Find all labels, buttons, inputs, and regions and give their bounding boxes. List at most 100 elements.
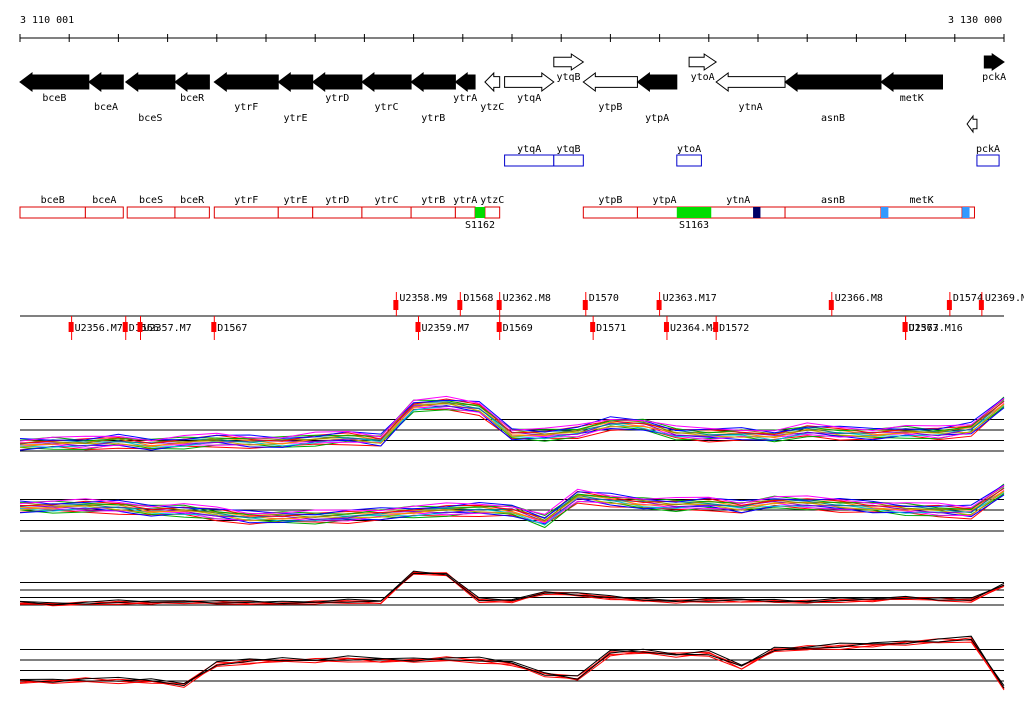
- tu-U2364.M4-label: U2364.M4: [670, 323, 718, 334]
- tu-U2359.M7-marker: [415, 322, 421, 332]
- tu-U2369.M-label: U2369.M: [985, 293, 1024, 304]
- tu-U2357.M7-label: U2357.M7: [143, 323, 191, 334]
- red-box-highlight: [753, 207, 761, 218]
- tu-D1572-label: D1572: [719, 323, 749, 334]
- ruler-start-label: 3 110 001: [20, 15, 74, 26]
- red-box-ytrB: [410, 206, 456, 219]
- red-box-highlight: [676, 207, 712, 218]
- tu-U2367.M16-marker: [902, 322, 908, 332]
- red-box-metK-label: metK: [910, 195, 934, 206]
- tu-D1568-marker: [457, 300, 463, 310]
- gene-ytpB-label: ytpB: [598, 102, 622, 113]
- tu-D1574-label: D1574: [953, 293, 983, 304]
- gene-asnB-arrow: [784, 72, 882, 92]
- red-box-ytrF-label: ytrF: [234, 195, 258, 206]
- red-box-bceA: [84, 206, 124, 219]
- tu-D1569-marker: [496, 322, 502, 332]
- gene-ytpB-arrow: [582, 72, 638, 92]
- gene-metK-label: metK: [900, 93, 924, 104]
- red-box-ytzC: [484, 206, 501, 219]
- red-box-bceB-label: bceB: [41, 195, 65, 206]
- gene-ytrB-arrow: [410, 72, 456, 92]
- gene-ytpA-arrow: [636, 72, 678, 92]
- panel-4-series-line: [19, 638, 1005, 686]
- panel-2-series-line: [19, 484, 1005, 515]
- panel-1-series-line: [19, 395, 1005, 442]
- red-box-ytrB-label: ytrB: [421, 195, 445, 206]
- tu-U2362.M8-marker: [496, 300, 502, 310]
- panel-4-series-line: [19, 635, 1005, 689]
- srna-S1163-label: S1163: [679, 220, 709, 231]
- coordinate-ruler: 3 110 001 3 130 000: [19, 15, 1005, 42]
- gene-ytpA-label: ytpA: [645, 113, 669, 124]
- red-box-ytrA-label: ytrA: [453, 195, 477, 206]
- red-box-ytrA: [454, 206, 476, 219]
- red-box-ytnA-label: ytnA: [726, 195, 750, 206]
- tu-U2363.M17-marker: [656, 300, 662, 310]
- gene-ytrB-label: ytrB: [421, 113, 445, 124]
- gene-metK-arrow: [880, 72, 943, 92]
- red-box-bceS-label: bceS: [139, 195, 163, 206]
- red-box-ytrE: [277, 206, 314, 219]
- tu-D1569-label: D1569: [503, 323, 533, 334]
- gene-bceS-arrow: [124, 72, 176, 92]
- red-box-bceR: [174, 206, 210, 219]
- gene-ytrD-label: ytrD: [325, 93, 349, 104]
- gene-ytrD-arrow: [311, 72, 363, 92]
- red-box-ytpA-label: ytpA: [652, 195, 676, 206]
- red-box-ytrD-label: ytrD: [325, 195, 349, 206]
- tu-U2366.M8-label: U2366.M8: [835, 293, 883, 304]
- tu-D1567-marker: [211, 322, 217, 332]
- gene-ytrC-label: ytrC: [374, 102, 398, 113]
- panel-1-series-line: [19, 397, 1005, 441]
- gene-ytrA-arrow: [454, 71, 476, 93]
- tu-U2359.M7-label: U2359.M7: [421, 323, 469, 334]
- tu-D1570-marker: [582, 300, 588, 310]
- gene-ytoA-arrow: [688, 53, 718, 71]
- tu-D1570-label: D1570: [589, 293, 619, 304]
- gene-pckA-label: pckA: [982, 72, 1006, 83]
- panel-2-series-line: [19, 484, 1005, 519]
- panel-3-series-line: [19, 570, 1005, 605]
- tu-U2363.M17-label: U2363.M17: [663, 293, 717, 304]
- gene-annotation-track: bceB bceA bceS bceR ytrF ytrE ytrD ytrC ytrB ytrA…: [19, 53, 1006, 134]
- red-box-ytrE-label: ytrE: [283, 195, 307, 206]
- tu-U2356.M7-marker: [68, 322, 74, 332]
- blue-box-ytoA: [676, 154, 702, 167]
- red-box-ytpB-label: ytpB: [598, 195, 622, 206]
- gene-ytnA-label: ytnA: [739, 102, 763, 113]
- tu-U2369.M-marker: [978, 300, 984, 310]
- blue-box-ytqB-label: ytqB: [557, 144, 581, 155]
- gene-ytnA-arrow: [715, 72, 786, 92]
- tu-D1566-label: D1566: [129, 323, 159, 334]
- blue-feature-track: ytqA ytqB ytoA pckA: [504, 144, 1000, 167]
- red-box-bceB: [19, 206, 86, 219]
- red-box-ytrC: [361, 206, 412, 219]
- red-box-highlight: [962, 207, 970, 218]
- gene-asnB-label: asnB: [821, 113, 845, 124]
- gene-bceR-label: bceR: [180, 93, 205, 104]
- tu-D1571-label: D1571: [596, 323, 626, 334]
- gene-ytrE-arrow: [277, 72, 314, 92]
- transcription-unit-track: U2358.M9 D1568 U2362.M8 D1570 U2363.M17 U2366…: [20, 292, 1024, 340]
- tu-D1574-marker: [946, 300, 952, 310]
- srna-S1162-label: S1162: [465, 220, 495, 231]
- red-box-highlight: [880, 207, 889, 218]
- blue-box-ytoA-label: ytoA: [677, 144, 701, 155]
- tu-U2366.M8-marker: [828, 300, 834, 310]
- tu-D1572-marker: [713, 322, 719, 332]
- red-box-bceR-label: bceR: [180, 195, 205, 206]
- tu-U2362.M8-label: U2362.M8: [503, 293, 551, 304]
- blue-box-ytqA: [504, 154, 555, 167]
- tu-D1567-label: D1567: [217, 323, 247, 334]
- gene-bceB-arrow: [19, 72, 90, 92]
- gene-ytrF-arrow: [213, 72, 279, 92]
- gene-bceS-label: bceS: [138, 113, 162, 124]
- gene-bceR-arrow: [174, 72, 210, 92]
- tu-U2357.M7-marker: [137, 322, 143, 332]
- gene-ytqB-label: ytqB: [557, 72, 581, 83]
- gene-bceB-label: bceB: [42, 93, 66, 104]
- blue-box-ytqB: [553, 154, 584, 167]
- red-box-metK: [880, 206, 963, 219]
